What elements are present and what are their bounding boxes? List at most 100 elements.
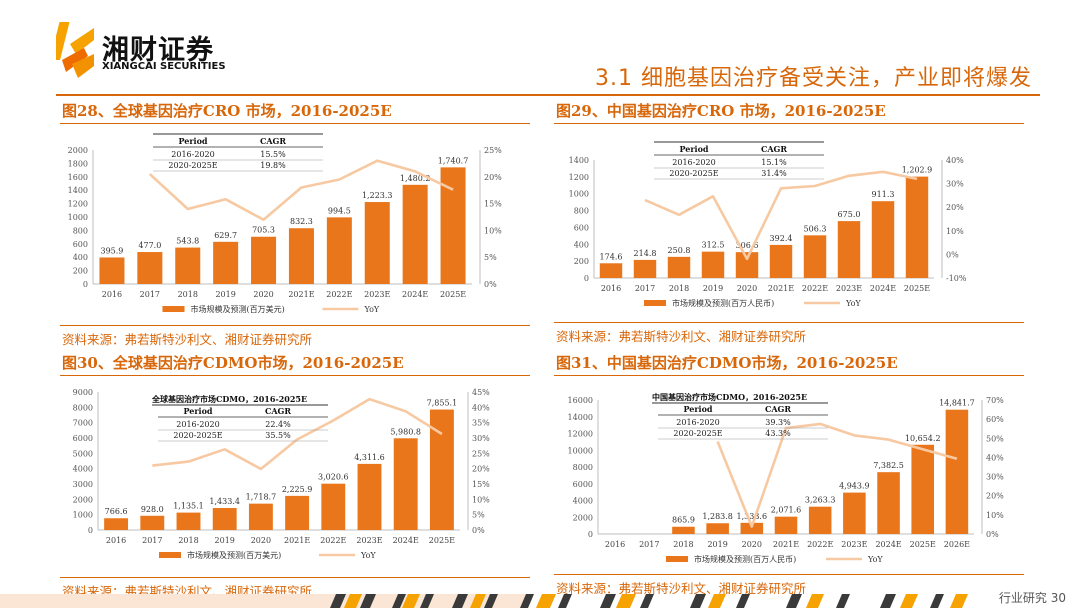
legend-bar-label: 市场规模及预测(百万人民币) <box>694 554 796 564</box>
bar-value-label: 3,020.6 <box>318 473 349 482</box>
cagr-table-period: 2020-2025E <box>168 161 217 170</box>
bar-value-label: 1,283.8 <box>702 512 733 521</box>
cagr-table-period: 2016-2020 <box>171 150 214 159</box>
y2-tick-label: 30% <box>986 473 1004 482</box>
bar-value-label: 2,071.6 <box>771 506 802 515</box>
bar <box>213 241 239 284</box>
y-tick-label: 1000 <box>68 213 88 222</box>
x-tick-label: 2019 <box>215 290 235 299</box>
y2-tick-label: 70% <box>986 396 1004 405</box>
legend-bar-label: 市场规模及预测(百万人民币) <box>672 298 774 308</box>
y-tick-label: 400 <box>73 253 88 262</box>
x-tick-label: 2025E <box>910 540 936 549</box>
bar <box>667 256 691 278</box>
y-tick-label: 1200 <box>68 200 88 209</box>
figure-title-29: 图29、中国基因治疗CRO 市场，2016-2025E <box>556 102 886 120</box>
y2-tick-label: -10% <box>946 274 967 283</box>
x-tick-label: 2019 <box>703 284 723 293</box>
y2-tick-label: 35% <box>472 419 490 428</box>
cagr-table-value: 35.5% <box>265 431 291 440</box>
section-tag: 行业研究 30 <box>994 589 1070 606</box>
legend-line-label: YoY <box>360 551 376 560</box>
x-tick-label: 2019 <box>215 536 235 545</box>
y2-tick-label: 40% <box>946 156 964 165</box>
bar-value-label: 705.3 <box>252 226 275 235</box>
x-tick-label: 2022E <box>802 284 828 293</box>
bar-value-label: 214.8 <box>634 249 657 258</box>
figure-rule <box>554 375 1024 376</box>
bar-value-label: 4,943.9 <box>839 482 870 491</box>
figure-rule <box>60 325 530 326</box>
x-tick-label: 2021E <box>768 284 794 293</box>
bar-value-label: 994.5 <box>328 206 351 215</box>
yoy-series-line <box>152 397 443 471</box>
y2-tick-label: 5% <box>484 253 497 262</box>
cagr-table-header: CAGR <box>260 136 286 146</box>
x-tick-label: 2016 <box>106 536 126 545</box>
y-tick-label: 0 <box>584 274 589 283</box>
bar <box>877 472 900 534</box>
y2-tick-label: 20% <box>946 203 964 212</box>
y2-tick-label: 30% <box>946 180 964 189</box>
cagr-table-title: 中国基因治疗市场CDMO，2016-2025E <box>652 392 807 402</box>
bar-value-label: 1,740.7 <box>438 156 469 165</box>
cagr-table-period: 2020-2025E <box>673 429 722 438</box>
bar-value-label: 174.6 <box>600 252 623 261</box>
y-tick-label: 8000 <box>73 403 93 412</box>
bar <box>837 221 861 278</box>
x-tick-label: 2022E <box>320 536 346 545</box>
y2-tick-label: 0% <box>986 530 999 539</box>
bar <box>326 217 352 284</box>
y-tick-label: 200 <box>73 267 88 276</box>
cagr-table-title: 全球基因治疗市场CDMO，2016-2025E <box>151 394 307 404</box>
x-tick-label: 2017 <box>635 284 655 293</box>
bar-value-label: 5,980.8 <box>390 427 421 436</box>
figure-rule <box>60 123 530 124</box>
legend-line-label: YoY <box>867 555 883 564</box>
cagr-table-header: CAGR <box>765 404 791 414</box>
bar-value-label: 4,311.6 <box>354 453 385 462</box>
legend-bar-label: 市场规模及预测(百万美元) <box>187 550 281 560</box>
y-tick-label: 8000 <box>573 463 593 472</box>
y-tick-label: 1000 <box>569 190 589 199</box>
bar <box>672 526 695 534</box>
y-tick-label: 600 <box>73 240 88 249</box>
figure-title-31: 图31、中国基因治疗CDMO市场，2016-2025E <box>556 354 898 372</box>
x-tick-label: 2025E <box>904 284 930 293</box>
x-tick-label: 2026E <box>944 540 970 549</box>
x-tick-label: 2021E <box>284 536 310 545</box>
y2-tick-label: 40% <box>986 453 1004 462</box>
bar <box>911 444 935 534</box>
x-tick-label: 2018 <box>178 290 198 299</box>
yoy-series-line <box>644 170 918 261</box>
y-tick-label: 1800 <box>68 159 88 168</box>
bar-value-label: 7,855.1 <box>427 399 458 408</box>
x-tick-label: 2024E <box>402 290 428 299</box>
y-tick-label: 800 <box>574 207 589 216</box>
cagr-table-value: 43.3% <box>765 429 791 438</box>
figure-title-28: 图28、全球基因治疗CRO 市场，2016-2025E <box>62 102 392 120</box>
cagr-table-period: 2020-2025E <box>669 169 718 178</box>
bar-value-label: 7,382.5 <box>873 461 904 470</box>
y-tick-label: 6000 <box>573 480 593 489</box>
x-tick-label: 2023E <box>841 540 867 549</box>
bar-value-label: 1,333.6 <box>737 512 768 521</box>
cagr-table-header: CAGR <box>761 144 787 154</box>
y2-tick-label: 40% <box>472 403 490 412</box>
bar <box>706 523 729 534</box>
figure-rule <box>60 577 530 578</box>
bar <box>321 483 346 530</box>
bar <box>285 495 310 530</box>
bar <box>176 512 201 530</box>
x-tick-label: 2022E <box>807 540 833 549</box>
x-tick-label: 2023E <box>356 536 382 545</box>
bar <box>599 263 623 278</box>
bar-value-label: 1,135.1 <box>173 502 204 511</box>
cagr-table-header: Period <box>683 404 712 414</box>
y-tick-label: 5000 <box>73 449 93 458</box>
bar <box>137 252 163 284</box>
bar <box>803 235 827 278</box>
bar <box>99 257 125 284</box>
x-tick-label: 2016 <box>102 290 122 299</box>
bar <box>248 503 273 530</box>
